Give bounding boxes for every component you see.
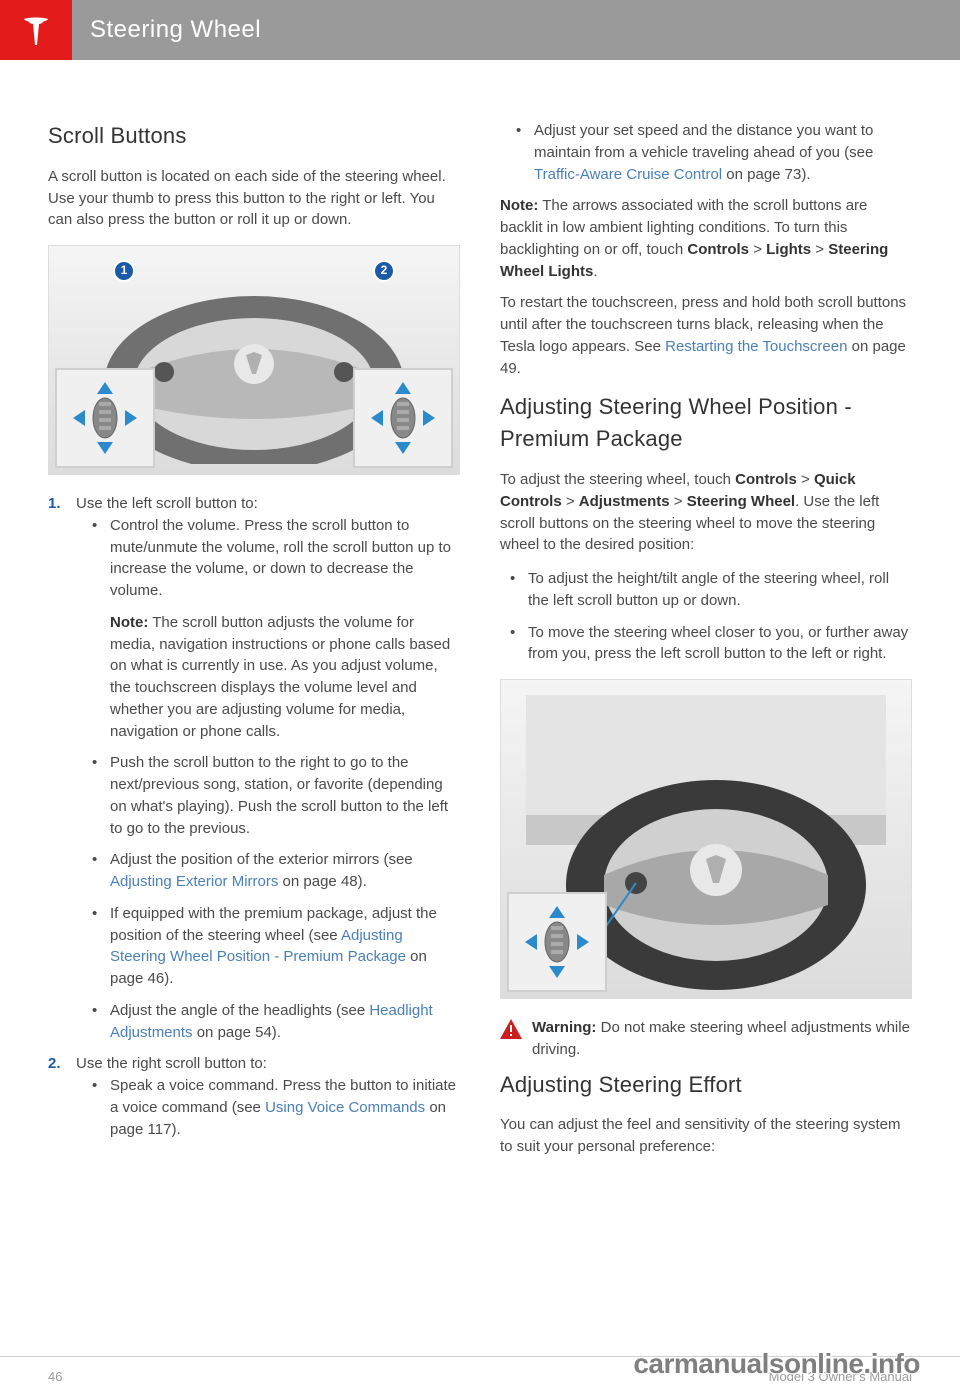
right-column: Adjust your set speed and the distance y… (500, 120, 912, 1170)
bullet-item: If equipped with the premium package, ad… (76, 903, 460, 990)
callout-1: 1 (113, 260, 135, 282)
heading-adjust-position: Adjusting Steering Wheel Position - Prem… (500, 391, 912, 455)
note-block: Note: The scroll button adjusts the volu… (110, 612, 460, 743)
scroll-arrows-icon (65, 378, 145, 458)
link-restart-touchscreen[interactable]: Restarting the Touchscreen (665, 338, 847, 355)
warning-block: Warning: Do not make steering wheel adju… (500, 1017, 912, 1061)
figure-inset-left (507, 892, 607, 992)
callout-2: 2 (373, 260, 395, 282)
link-traffic-cruise[interactable]: Traffic-Aware Cruise Control (534, 166, 722, 183)
bullet-item: Speak a voice command. Press the button … (76, 1075, 460, 1140)
tesla-logo-icon (16, 10, 56, 50)
bullet-item: Push the scroll button to the right to g… (76, 752, 460, 839)
intro-paragraph: A scroll button is located on each side … (48, 166, 460, 231)
adjust-paragraph: To adjust the steering wheel, touch Cont… (500, 469, 912, 556)
warning-triangle-icon (500, 1019, 522, 1039)
list-text: Use the right scroll button to: (76, 1055, 267, 1072)
page-body: Scroll Buttons A scroll button is locate… (0, 60, 960, 1210)
sub-list: Speak a voice command. Press the button … (76, 1075, 460, 1140)
page-title: Steering Wheel (90, 16, 261, 44)
bullet-item: Control the volume. Press the scroll but… (76, 515, 460, 743)
bullet-item: Adjust your set speed and the distance y… (500, 120, 912, 185)
restart-paragraph: To restart the touchscreen, press and ho… (500, 292, 912, 379)
watermark: carmanualsonline.info (633, 1348, 920, 1380)
list-number: 1. (48, 493, 61, 515)
sub-list: Control the volume. Press the scroll but… (76, 515, 460, 1044)
list-text: Use the left scroll button to: (76, 495, 258, 512)
heading-scroll-buttons: Scroll Buttons (48, 120, 460, 152)
left-column: Scroll Buttons A scroll button is locate… (48, 120, 460, 1170)
heading-steering-effort: Adjusting Steering Effort (500, 1069, 912, 1101)
numbered-list: 1. Use the left scroll button to: Contro… (48, 493, 460, 1140)
figure-scroll-buttons: 1 2 (48, 245, 460, 475)
list-item-2: 2. Use the right scroll button to: Speak… (48, 1053, 460, 1140)
brand-logo-box (0, 0, 72, 60)
sub-list-continued: Adjust your set speed and the distance y… (500, 120, 912, 185)
bullet-item: Adjust the angle of the headlights (see … (76, 1000, 460, 1044)
figure-inset-right (353, 368, 453, 468)
page-number: 46 (48, 1369, 62, 1384)
header-bar: Steering Wheel (0, 0, 960, 60)
effort-paragraph: You can adjust the feel and sensitivity … (500, 1114, 912, 1158)
link-voice-commands[interactable]: Using Voice Commands (265, 1099, 425, 1116)
bullet-item: To adjust the height/tilt angle of the s… (500, 568, 912, 612)
warning-text: Warning: Do not make steering wheel adju… (532, 1017, 912, 1061)
scroll-arrows-icon (517, 902, 597, 982)
scroll-arrows-icon (363, 378, 443, 458)
list-number: 2. (48, 1053, 61, 1075)
bullet-item: To move the steering wheel closer to you… (500, 622, 912, 666)
figure-wheel-adjust (500, 679, 912, 999)
note-backlight: Note: The arrows associated with the scr… (500, 195, 912, 282)
adjust-list: To adjust the height/tilt angle of the s… (500, 568, 912, 665)
bullet-item: Adjust the position of the exterior mirr… (76, 849, 460, 893)
link-adjusting-mirrors[interactable]: Adjusting Exterior Mirrors (110, 873, 278, 890)
figure-inset-left (55, 368, 155, 468)
list-item-1: 1. Use the left scroll button to: Contro… (48, 493, 460, 1043)
